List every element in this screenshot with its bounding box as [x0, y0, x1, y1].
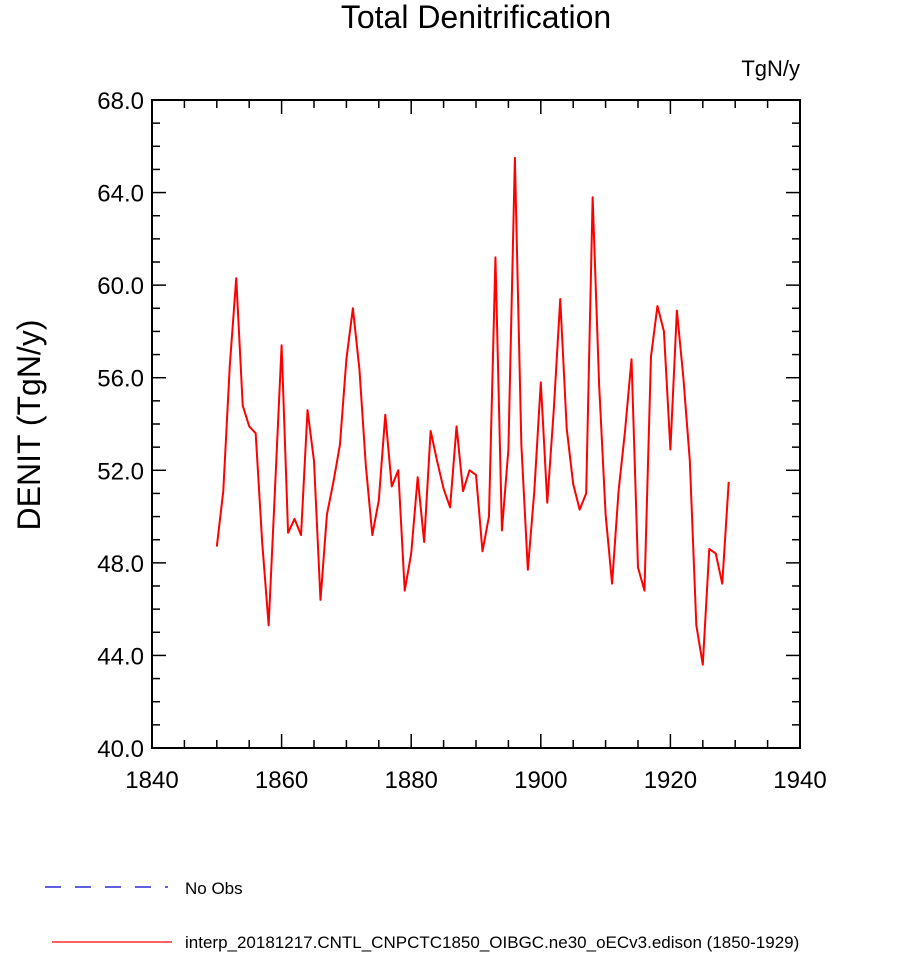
y-tick-label: 48.0: [97, 551, 144, 578]
chart-title: Total Denitrification: [341, 0, 611, 35]
x-tick-label: 1880: [385, 767, 438, 794]
y-tick-label: 60.0: [97, 273, 144, 300]
y-tick-label: 68.0: [97, 88, 144, 115]
y-tick-label: 64.0: [97, 181, 144, 208]
x-tick-label: 1920: [644, 767, 697, 794]
legend-label-model-run: interp_20181217.CNTL_CNPCTC1850_OIBGC.ne…: [185, 933, 799, 952]
y-tick-label: 56.0: [97, 366, 144, 393]
x-tick-label: 1940: [773, 767, 826, 794]
y-tick-label: 40.0: [97, 736, 144, 763]
legend-label-no-obs: No Obs: [185, 879, 243, 898]
units-label: TgN/y: [741, 56, 800, 81]
y-axis-label: DENIT (TgN/y): [11, 320, 47, 531]
y-tick-label: 52.0: [97, 458, 144, 485]
x-tick-label: 1900: [514, 767, 567, 794]
x-tick-label: 1840: [125, 767, 178, 794]
y-tick-label: 44.0: [97, 643, 144, 670]
x-tick-label: 1860: [255, 767, 308, 794]
series-line-0: [215, 156, 730, 666]
legend: No Obs interp_20181217.CNTL_CNPCTC1850_O…: [45, 879, 799, 952]
